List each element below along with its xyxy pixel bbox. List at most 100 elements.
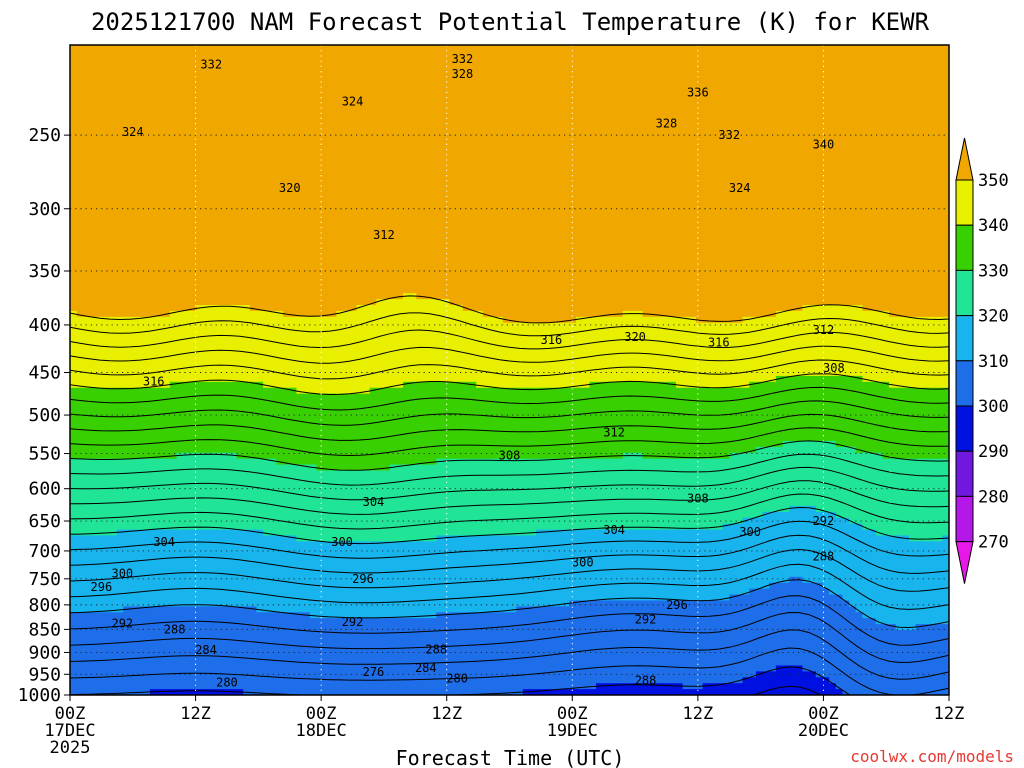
color-band-cell [749,517,757,590]
color-band-cell [169,689,178,695]
color-band-cell [243,458,251,531]
color-band-cell [909,387,917,460]
color-band-cell [602,316,610,383]
color-band-cell [662,600,670,684]
color-band-cell [469,535,477,613]
color-band-cell [129,606,138,695]
color-band-cell [316,393,324,472]
color-band-cell [709,529,717,602]
color-band-cell [769,446,777,513]
color-band-cell [849,305,857,377]
credit-text: coolwx.com/models [850,747,1014,766]
color-band-cell [722,600,730,684]
color-band-cell [822,440,830,513]
color-band-cell [303,393,311,466]
color-band-cell [149,387,158,460]
color-band-cell [96,316,104,389]
color-band-cell [675,683,684,695]
color-band-cell [382,470,391,542]
color-band-cell [382,618,391,695]
color-band-cell [715,45,724,324]
color-band-cell [689,387,697,460]
color-band-cell [769,45,777,318]
color-band-cell [209,689,218,695]
color-band-cell [582,316,591,389]
color-band-cell [789,375,797,442]
color-band-cell [742,45,750,318]
color-band-cell [169,458,178,531]
color-band-cell [842,517,850,602]
contour-line [70,386,949,411]
color-band-cell [522,322,531,389]
color-band-cell [522,387,531,460]
color-band-cell [276,45,284,312]
color-band-cell [915,541,923,625]
color-band-cell [902,316,910,389]
color-band-cell [735,387,744,454]
contour-line [70,453,949,486]
color-band-cell [429,464,437,542]
color-band-cell [229,529,238,607]
color-band-cell [662,458,670,531]
color-band-cell [343,393,351,472]
x-tick-label: 18DEC [296,721,347,741]
color-band-cell [163,458,171,531]
color-band-cell [596,600,604,684]
color-band-cell [609,45,617,318]
color-band-cell [742,452,750,519]
color-band-cell [616,529,624,602]
color-band-cell [522,606,531,690]
color-band-cell [542,689,551,695]
color-band-cell [176,381,184,454]
color-band-cell [755,517,764,590]
color-band-cell [223,452,231,531]
color-band-cell [596,381,604,460]
color-band-cell [223,45,231,306]
color-band-cell [549,606,557,690]
color-band-cell [363,45,371,306]
color-band-cell [656,458,664,531]
color-band-cell [656,600,664,684]
color-band-cell [689,316,697,389]
color-band-cell [416,299,424,383]
color-band-cell [209,305,218,383]
color-band-cell [249,529,258,607]
color-band-cell [229,381,238,454]
color-band-cell [482,45,491,318]
color-band-cell [809,582,817,672]
color-band-cell [855,305,864,377]
color-band-cell [889,45,897,318]
contour-label: 316 [708,336,730,350]
color-band-cell [549,387,557,460]
x-tick-label: 00Z [557,704,588,724]
color-band-cell [189,381,198,454]
color-band-cell [542,529,551,607]
color-band-cell [76,535,84,613]
color-band-cell [116,316,124,389]
color-band-cell [216,529,224,607]
colorbar-segment [955,137,974,181]
color-band-cell [409,464,417,542]
color-band-cell [829,594,837,684]
color-band-cell [109,387,118,460]
color-band-cell [556,529,564,607]
color-band-cell [303,45,311,318]
color-band-cell [702,322,710,389]
color-band-cell [935,45,943,318]
color-band-cell [662,45,670,318]
color-band-cell [649,458,657,531]
color-band-cell [396,464,404,542]
color-band-cell [755,45,764,318]
color-band-cell [409,293,417,383]
color-band-cell [436,612,444,695]
color-band-cell [715,322,724,389]
color-band-cell [356,470,364,542]
color-band-cell [875,624,884,695]
color-band-cell [396,299,404,389]
color-band-cell [789,310,797,377]
color-band-cell [502,612,511,695]
color-band-cell [89,458,98,537]
color-band-cell [902,535,910,631]
color-band-cell [336,310,344,395]
color-band-cell [316,470,324,542]
